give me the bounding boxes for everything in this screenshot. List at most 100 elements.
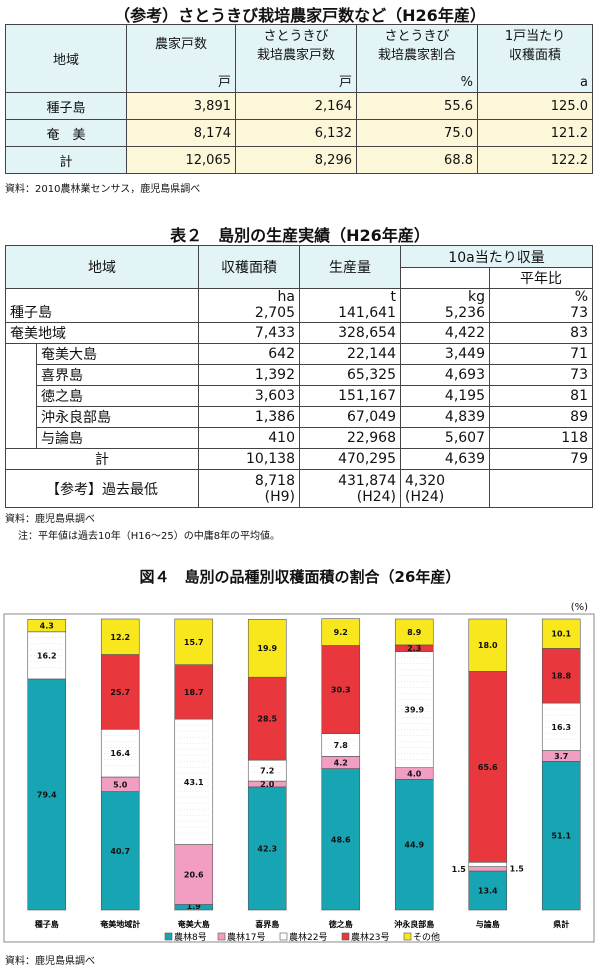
bar-segment: [468, 671, 508, 863]
bar-segment: [468, 866, 508, 872]
legend-label: 農林23号: [351, 931, 389, 943]
data-label: 51.1: [551, 832, 571, 841]
category-label: 種子島: [35, 919, 59, 929]
data-label: 8.9: [407, 628, 422, 637]
table2: 地域 収穫面積 生産量 10a当たり収量 平年比 ha t kg % 種子島 2…: [5, 245, 593, 508]
data-label: 65.6: [478, 763, 498, 772]
table-row: 種子島 3,891 2,164 55.6 125.0: [5, 92, 593, 120]
data-label: 10.1: [551, 630, 571, 639]
bar-segment: [321, 645, 361, 734]
data-label: 1.5: [510, 864, 525, 873]
table-row: 徳之島 3,603 151,167 4,195 81: [6, 385, 593, 407]
table-row: 奄 美 8,174 6,132 75.0 121.2: [5, 119, 593, 147]
t2-ref-row: 【参考】過去最低 8,718 (H9) 431,874 (H24) 4,320 (H2…: [5, 469, 593, 508]
t2-total-row: 計 10,138 470,295 4,639 79: [5, 448, 593, 470]
data-label: 79.4: [37, 790, 57, 799]
table-row: 与論島 410 22,968 5,607 118: [6, 427, 593, 449]
table-row: 計 12,065 8,296 68.8 122.2: [5, 146, 593, 174]
category-label: 県計: [553, 919, 569, 929]
data-label: 44.9: [404, 841, 424, 850]
data-label: 2.3: [407, 644, 421, 653]
data-label: 7.2: [260, 767, 274, 776]
table-row: 沖永良部島 1,386 67,049 4,839 89: [6, 406, 593, 428]
category-label: 沖永良部島: [394, 919, 434, 929]
table-row: 奄美地域 7,433 328,654 4,422 83: [5, 322, 593, 344]
bar-segment: [27, 678, 67, 911]
data-label: 4.2: [334, 758, 348, 767]
table-row: 奄美大島 642 22,144 3,449 71: [5, 343, 593, 449]
data-label: 2.0: [260, 780, 275, 789]
legend-swatch: [403, 932, 412, 941]
table-row: 種子島 2,705 141,641 5,236 73: [5, 305, 593, 323]
bar-segment: [100, 618, 140, 655]
t2-header-area: 収穫面積: [198, 245, 300, 289]
bar-segment: [247, 676, 287, 761]
data-label: 15.7: [184, 638, 204, 647]
data-label: 40.7: [110, 847, 130, 856]
bar-segment: [541, 702, 581, 751]
legend-swatch: [217, 932, 226, 941]
t1-header-area: 1戸当たり 収穫面積 a: [477, 24, 593, 93]
data-label: 16.3: [551, 723, 571, 732]
legend-label: その他: [413, 931, 440, 943]
data-label: 48.6: [331, 835, 351, 844]
bar-segment: [100, 791, 140, 911]
bar-segment: [394, 618, 434, 646]
table1-source: 資料：2010農林業センサス，鹿児島県調べ: [5, 184, 201, 195]
bar-segment: [27, 631, 67, 680]
t1-header-cane-farms: さとうきび 栽培農家戸数 戸: [235, 24, 357, 93]
bar-segment: [321, 768, 361, 911]
data-label: 1.9: [187, 902, 202, 911]
data-label: 9.2: [334, 628, 348, 637]
bar-segment: [541, 760, 581, 911]
t2-header-avg: 平年比: [489, 267, 593, 289]
legend-swatch: [279, 932, 288, 941]
data-label: 28.5: [257, 715, 277, 724]
bar-segment: [174, 618, 214, 665]
data-label: 20.6: [184, 870, 204, 879]
legend-label: 農林8号: [174, 931, 207, 943]
data-label: 18.7: [184, 688, 204, 697]
t1-header-region: 地域: [5, 24, 127, 93]
bar-segment: [541, 648, 581, 704]
legend-label: 農林22号: [289, 931, 327, 943]
bar-segment: [394, 651, 434, 769]
bar-segment: [468, 861, 508, 867]
data-label: 7.8: [334, 741, 349, 750]
data-label: 12.2: [110, 633, 130, 642]
category-label: 徳之島: [328, 919, 353, 929]
stacked-bar-chart: 79.4 16.2 4.3 種子島 40.7 5.0 16.4 25.7 12.2 奄美地域計 1.…: [3, 613, 595, 943]
table1-title: （参考）さとうきび栽培農家戸数など（H26年産）: [114, 6, 486, 25]
t1-header-farms: 農家戸数 戸: [126, 24, 236, 93]
figure-title: 図４ 島別の品種別収穫面積の割合（26年産）: [139, 568, 461, 586]
figure-source: 資料：鹿児島県調べ: [5, 956, 95, 967]
data-label: 43.1: [184, 778, 204, 787]
data-label: 19.9: [257, 644, 277, 653]
data-label: 18.0: [478, 641, 498, 650]
bar-segment: [468, 618, 508, 672]
bar-segment: [174, 664, 214, 720]
bar-segment: [27, 618, 67, 633]
data-label: 5.0: [113, 780, 128, 789]
bar-segment: [174, 718, 214, 845]
t2-header-region: 地域: [5, 245, 199, 289]
category-label: 奄美大島: [177, 919, 210, 929]
category-label: 与論島: [476, 919, 500, 929]
data-label: 13.4: [478, 887, 498, 896]
data-label: 1.5: [452, 865, 467, 874]
t2-header-yield: 10a当たり収量: [400, 245, 593, 268]
table2-source: 資料：鹿児島県調べ: [5, 514, 95, 525]
bar-segment: [100, 654, 140, 730]
data-label: 4.0: [407, 770, 422, 779]
data-label: 4.3: [40, 622, 54, 631]
bar-segment: [321, 618, 361, 646]
data-label: 39.9: [404, 706, 424, 715]
legend-swatch: [341, 932, 350, 941]
t1-header-ratio: さとうきび 栽培農家割合 %: [356, 24, 478, 93]
table1: 地域 農家戸数 戸 さとうきび 栽培農家戸数 戸 さとうきび 栽培農家割合 % …: [5, 24, 593, 174]
bar-segment: [174, 844, 214, 905]
bar-segment: [541, 618, 581, 649]
table2-note: 注：平年値は過去10年（H16～25）の中庸8年の平均値。: [18, 531, 281, 542]
bar-segment: [468, 870, 508, 911]
table2-title: 表２ 島別の生産実績（H26年産）: [170, 226, 430, 245]
